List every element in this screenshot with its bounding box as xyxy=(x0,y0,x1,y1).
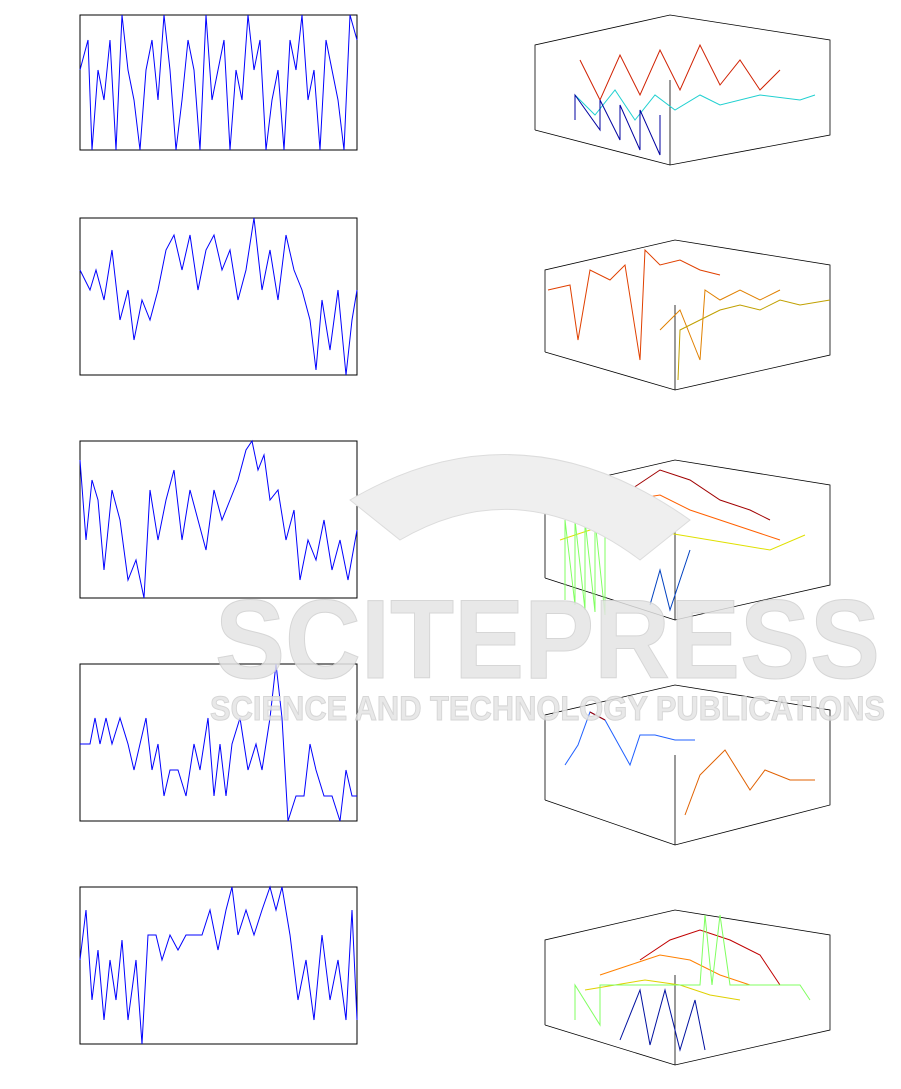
watermark-subtitle: SCIENCE AND TECHNOLOGY PUBLICATIONS xyxy=(210,690,885,728)
surface-panel xyxy=(544,239,831,391)
surface-panel xyxy=(544,909,831,1066)
signal-panel xyxy=(79,14,358,151)
signal-panel xyxy=(79,217,358,376)
watermark-title: SCITEPRESS xyxy=(215,577,880,702)
signal-panel xyxy=(79,663,358,822)
signal-panel xyxy=(79,885,358,1045)
surface-panel xyxy=(544,684,831,846)
signal-panel xyxy=(79,439,358,599)
watermark-logo xyxy=(349,454,691,561)
surface-panel xyxy=(534,14,831,166)
